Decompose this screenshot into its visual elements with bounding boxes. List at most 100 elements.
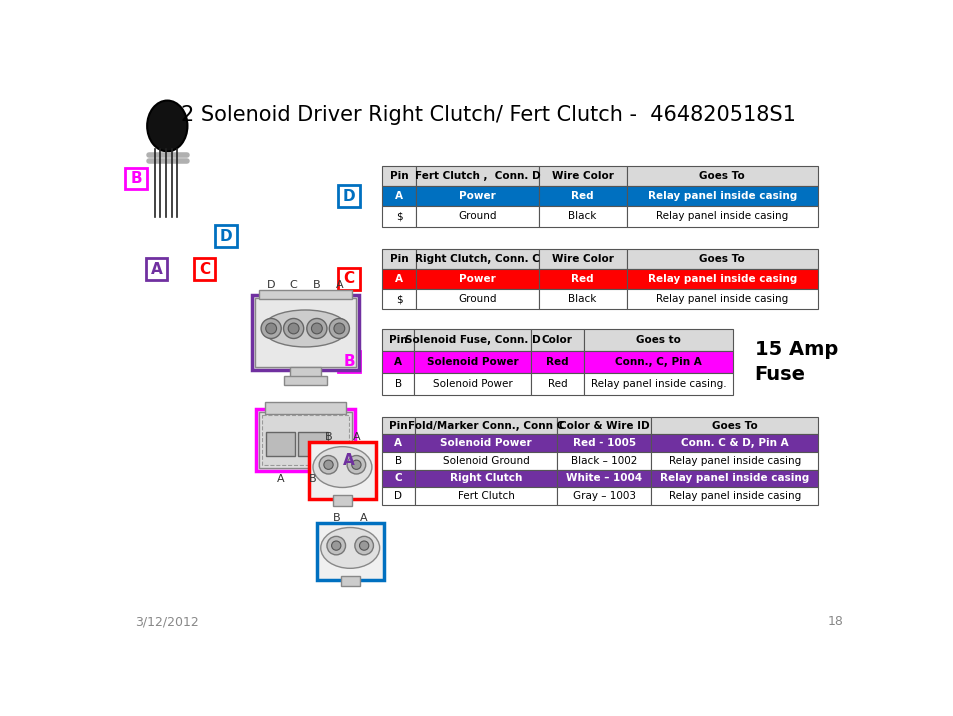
Text: C: C [290,281,297,291]
Bar [381,372,414,395]
Bar [381,470,415,488]
Text: 2 Solenoid Driver Right Clutch/ Fert Clutch -  464820518S1: 2 Solenoid Driver Right Clutch/ Fert Clu… [181,105,796,125]
Circle shape [347,455,365,474]
Bar [252,294,358,370]
Bar [416,166,538,186]
Text: A: A [394,357,401,367]
Text: Pin: Pin [389,420,407,430]
Bar [626,268,817,289]
Text: Fert Clutch: Fert Clutch [457,491,514,501]
Bar [415,452,557,470]
Bar [651,488,817,505]
Text: Wire Color: Wire Color [551,253,613,263]
Text: A: A [395,191,402,201]
Text: Red: Red [571,274,594,284]
Text: A: A [151,261,162,276]
Bar [538,289,626,309]
Ellipse shape [262,310,348,347]
Text: Red: Red [547,379,566,389]
Text: Solenoid Power: Solenoid Power [440,438,532,448]
Text: B: B [395,379,401,389]
Circle shape [323,460,333,470]
Bar [381,417,415,435]
Text: B: B [313,281,320,291]
Bar [381,329,414,351]
Bar [193,258,215,280]
Text: 15 Amp
Fuse: 15 Amp Fuse [754,339,837,384]
Circle shape [329,319,349,339]
Text: Black: Black [568,211,597,221]
Text: Fold/Marker Conn., Conn C: Fold/Marker Conn., Conn C [408,420,564,430]
Text: Power: Power [458,191,496,201]
Text: Red: Red [545,357,568,367]
Bar [415,470,557,488]
Text: Fert Clutch ,  Conn. D: Fert Clutch , Conn. D [415,171,539,181]
Circle shape [334,323,344,334]
Text: Pin: Pin [389,334,407,344]
Text: A: A [343,453,355,468]
Bar [254,298,355,367]
Bar [381,351,414,372]
Text: Solenoid Power: Solenoid Power [426,357,517,367]
Bar [583,329,732,351]
Bar [538,166,626,186]
Circle shape [307,319,327,339]
Circle shape [327,536,345,555]
Text: B: B [343,354,355,369]
Text: B: B [332,513,339,523]
Text: Relay panel inside casing.: Relay panel inside casing. [590,379,725,389]
Bar [381,186,416,206]
Bar [538,248,626,268]
Text: A: A [353,432,360,442]
Text: Right Clutch, Conn. C: Right Clutch, Conn. C [415,253,539,263]
Text: $: $ [395,294,402,304]
Bar [258,290,352,299]
Text: Goes To: Goes To [699,253,744,263]
Text: Relay panel inside casing: Relay panel inside casing [668,456,800,466]
Text: C: C [395,473,402,483]
Bar [557,417,651,435]
Text: Relay panel inside casing: Relay panel inside casing [656,211,787,221]
Text: C: C [199,261,210,276]
Text: Solenoid Fuse, Conn. D: Solenoid Fuse, Conn. D [404,334,539,344]
Circle shape [319,455,337,474]
Text: Goes To: Goes To [699,171,744,181]
Bar [215,226,236,247]
Text: D: D [267,281,275,291]
Text: Conn. C & D, Pin A: Conn. C & D, Pin A [680,438,787,448]
Text: Relay panel inside casing: Relay panel inside casing [656,294,787,304]
Bar [298,432,328,455]
Text: A: A [394,438,402,448]
Bar [626,289,817,309]
Bar [416,248,538,268]
Bar [538,186,626,206]
Text: Color: Color [541,334,572,344]
Bar [316,523,383,580]
Text: Ground: Ground [457,294,497,304]
Text: Goes to: Goes to [636,334,680,344]
Text: Red - 1005: Red - 1005 [572,438,636,448]
Bar [583,372,732,395]
Bar [261,415,348,465]
Bar [557,435,651,452]
Circle shape [359,541,369,550]
Text: D: D [394,491,402,501]
Text: Pin: Pin [389,171,408,181]
Bar [557,470,651,488]
Bar [557,452,651,470]
Bar [538,206,626,226]
Bar [266,432,294,455]
Bar [265,402,345,414]
Text: Relay panel inside casing: Relay panel inside casing [647,191,796,201]
Bar [381,452,415,470]
Bar [414,351,530,372]
Text: B: B [131,171,142,186]
Text: Right Clutch: Right Clutch [450,473,522,483]
Bar [338,268,359,290]
Text: Pin: Pin [389,253,408,263]
Text: Black: Black [568,294,597,304]
Bar [415,417,557,435]
Circle shape [283,319,303,339]
Text: A: A [276,473,284,483]
Bar [125,168,147,189]
